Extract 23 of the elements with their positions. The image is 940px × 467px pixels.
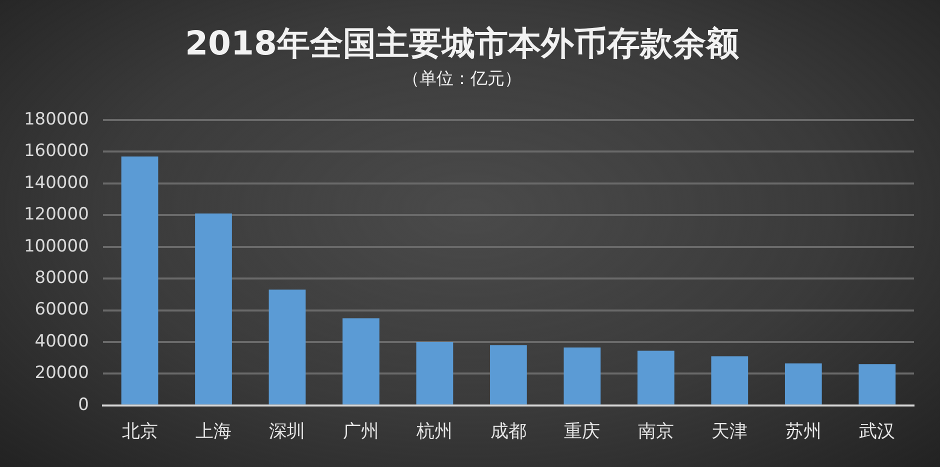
x-tick-label: 苏州	[785, 420, 822, 442]
x-tick-label: 北京	[122, 420, 158, 442]
chart-subtitle: （单位：亿元）	[402, 69, 522, 90]
x-tick-label: 成都	[490, 420, 526, 442]
y-tick-label: 60000	[34, 300, 89, 320]
y-tick-label: 140000	[24, 172, 89, 193]
y-tick-label: 20000	[34, 363, 89, 384]
x-tick-label: 武汉	[859, 420, 896, 442]
y-tick-label: 80000	[34, 268, 89, 288]
y-tick-label: 100000	[24, 236, 89, 256]
x-tick-label: 广州	[342, 420, 379, 442]
y-tick-label: 0	[78, 394, 89, 415]
y-tick-label: 160000	[24, 141, 89, 162]
x-tick-label: 天津	[712, 420, 748, 442]
x-tick-label: 深圳	[269, 420, 306, 442]
x-tick-label: 杭州	[416, 420, 453, 442]
y-tick-label: 40000	[34, 331, 89, 352]
x-tick-label: 上海	[196, 420, 232, 442]
y-tick-label: 180000	[24, 109, 89, 130]
chart-title: 2018年全国主要城市本外币存款余额	[185, 23, 739, 62]
x-tick-label: 南京	[638, 420, 674, 442]
y-tick-label: 120000	[24, 204, 89, 225]
x-tick-label: 重庆	[564, 420, 600, 442]
